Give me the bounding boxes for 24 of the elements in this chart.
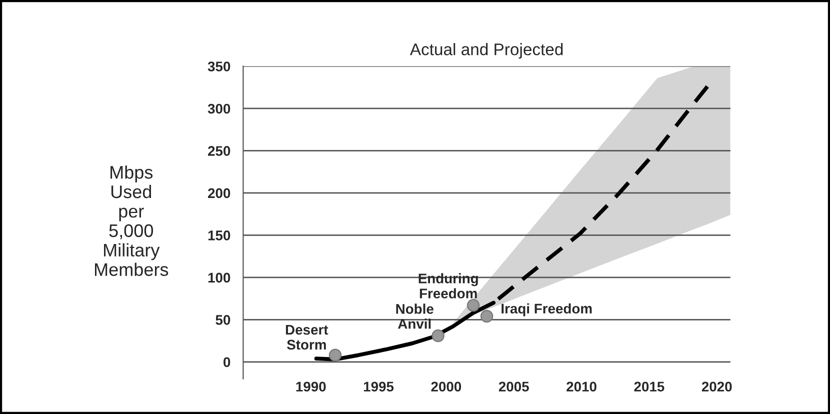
y-tick-label: 200 [208, 188, 230, 198]
annotation: Desert Storm [286, 324, 328, 350]
x-tick-label: 2020 [702, 382, 732, 392]
x-tick-label: 2010 [566, 382, 596, 392]
point [466, 298, 480, 312]
y-tick-label: 150 [208, 230, 230, 240]
point [432, 329, 444, 342]
y-axis-title: Mbps Used per 5,000 Military Members [94, 165, 168, 276]
y-tick-label: 300 [208, 104, 230, 114]
x-tick-label: 2015 [634, 382, 664, 392]
point [480, 310, 494, 323]
annotation: Iraqi Freedom [502, 303, 592, 316]
x-tick-label: 1995 [364, 382, 394, 392]
y-tick-label: 250 [208, 146, 230, 156]
y-tick-label: 350 [208, 62, 230, 72]
chart-title: Actual and Projected [410, 43, 563, 59]
x-tick-label: 2000 [431, 382, 462, 392]
y-tick-label: 100 [208, 272, 230, 283]
y-tick-label: 50 [216, 315, 230, 325]
x-tick-label: 1990 [296, 382, 326, 392]
annotation: Noble Anvil [396, 304, 434, 329]
y-tick-label: 0 [224, 357, 230, 368]
x-tick-label: 2005 [498, 382, 529, 392]
point [328, 348, 342, 362]
